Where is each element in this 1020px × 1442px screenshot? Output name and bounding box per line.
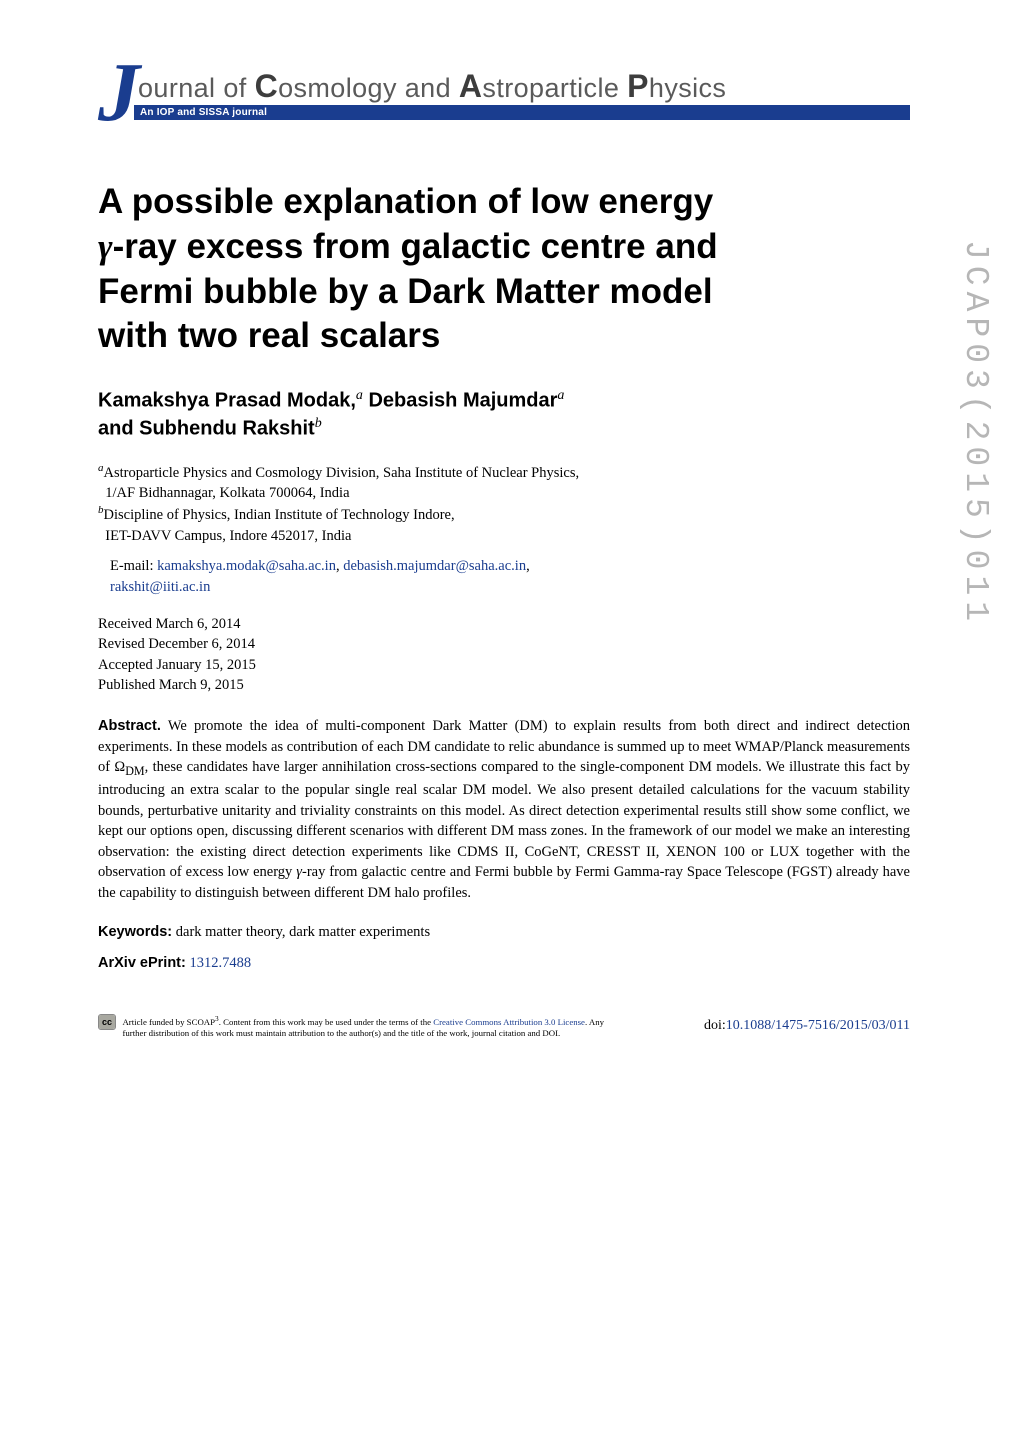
aff-b-line2: IET-DAVV Campus, Indore 452017, India — [105, 528, 351, 544]
doi-prefix: doi: — [704, 1018, 726, 1033]
journal-title: ournal of Cosmology and Astroparticle Ph… — [134, 68, 910, 105]
jt-P: P — [627, 68, 649, 104]
jt-stroparticle: stroparticle — [482, 73, 627, 103]
author-1: Kamakshya Prasad Modak, — [98, 390, 356, 412]
doi-link[interactable]: 10.1088/1475-7516/2015/03/011 — [726, 1018, 910, 1033]
dates-block: Received March 6, 2014 Revised December … — [98, 614, 910, 696]
email-prefix: E-mail: — [110, 558, 157, 574]
arxiv-label: ArXiv ePrint: — [98, 955, 186, 971]
jt-hysics: hysics — [649, 73, 726, 103]
article-title: A possible explanation of low energy γ-r… — [98, 180, 910, 359]
aff-b-line1: Discipline of Physics, Indian Institute … — [104, 507, 455, 523]
footer-license-text: Article funded by SCOAP3. Content from t… — [122, 1014, 618, 1039]
by-icon: ⊕ — [115, 1014, 116, 1029]
abstract-text-2: , these candidates have larger annihilat… — [98, 759, 910, 880]
cc-license-link[interactable]: Creative Commons Attribution 3.0 License — [433, 1017, 585, 1027]
journal-banner: J ournal of Cosmology and Astroparticle … — [98, 68, 910, 112]
cc-icon: cc — [99, 1015, 115, 1029]
cc-by-badge: cc ⊕ — [98, 1014, 116, 1030]
jt-C: C — [255, 68, 279, 104]
email-sep2: , — [526, 558, 530, 574]
authors-and: and — [98, 418, 139, 440]
footer-text-2: . Content from this work may be used und… — [219, 1017, 434, 1027]
author-2: Debasish Majumdar — [363, 390, 558, 412]
affiliations-block: aAstroparticle Physics and Cosmology Div… — [98, 461, 910, 547]
date-revised: Revised December 6, 2014 — [98, 636, 255, 652]
author-3: Subhendu Rakshit — [139, 418, 315, 440]
journal-title-wrap: ournal of Cosmology and Astroparticle Ph… — [134, 68, 910, 112]
abstract-label: Abstract. — [98, 718, 161, 734]
side-jcap-label: JCAP03(2015)011 — [957, 240, 994, 627]
emails-block: E-mail: kamakshya.modak@saha.ac.in, deba… — [98, 556, 910, 597]
author-3-aff: b — [315, 416, 322, 431]
abstract-omega-sub: DM — [125, 764, 144, 778]
email-2[interactable]: debasish.majumdar@saha.ac.in — [343, 558, 526, 574]
email-3[interactable]: rakshit@iiti.ac.in — [110, 579, 210, 595]
aff-a-line1: Astroparticle Physics and Cosmology Divi… — [104, 464, 580, 480]
footer-text-1: Article funded by SCOAP — [122, 1017, 215, 1027]
jt-ournal: ournal of — [138, 73, 255, 103]
page-container: J ournal of Cosmology and Astroparticle … — [0, 0, 1020, 1109]
jt-osmology: osmology and — [278, 73, 459, 103]
arxiv-link[interactable]: 1312.7488 — [186, 955, 251, 971]
title-line4: with two real scalars — [98, 316, 440, 355]
author-1-aff: a — [356, 388, 363, 403]
title-line1: A possible explanation of low energy — [98, 182, 713, 221]
date-accepted: Accepted January 15, 2015 — [98, 657, 256, 673]
journal-subtitle: An IOP and SISSA journal — [134, 105, 910, 120]
keywords-label: Keywords: — [98, 924, 172, 940]
date-published: Published March 9, 2015 — [98, 677, 244, 693]
keywords-text: dark matter theory, dark matter experime… — [172, 924, 430, 940]
date-received: Received March 6, 2014 — [98, 616, 241, 632]
email-1[interactable]: kamakshya.modak@saha.ac.in — [157, 558, 336, 574]
aff-a-line2: 1/AF Bidhannagar, Kolkata 700064, India — [105, 485, 349, 501]
authors-block: Kamakshya Prasad Modak,a Debasish Majumd… — [98, 387, 910, 442]
footer-left: cc ⊕ Article funded by SCOAP3. Content f… — [98, 1014, 618, 1039]
title-line2b: -ray excess from galactic centre and — [113, 227, 718, 266]
footer-doi: doi:10.1088/1475-7516/2015/03/011 — [704, 1014, 910, 1034]
title-gamma: γ — [98, 227, 113, 266]
abstract-block: Abstract. We promote the idea of multi-c… — [98, 716, 910, 904]
keywords-block: Keywords: dark matter theory, dark matte… — [98, 924, 910, 941]
title-line3: Fermi bubble by a Dark Matter model — [98, 272, 713, 311]
arxiv-block: ArXiv ePrint: 1312.7488 — [98, 955, 910, 972]
jt-A: A — [459, 68, 483, 104]
footer-row: cc ⊕ Article funded by SCOAP3. Content f… — [98, 1014, 910, 1039]
author-2-aff: a — [557, 388, 564, 403]
